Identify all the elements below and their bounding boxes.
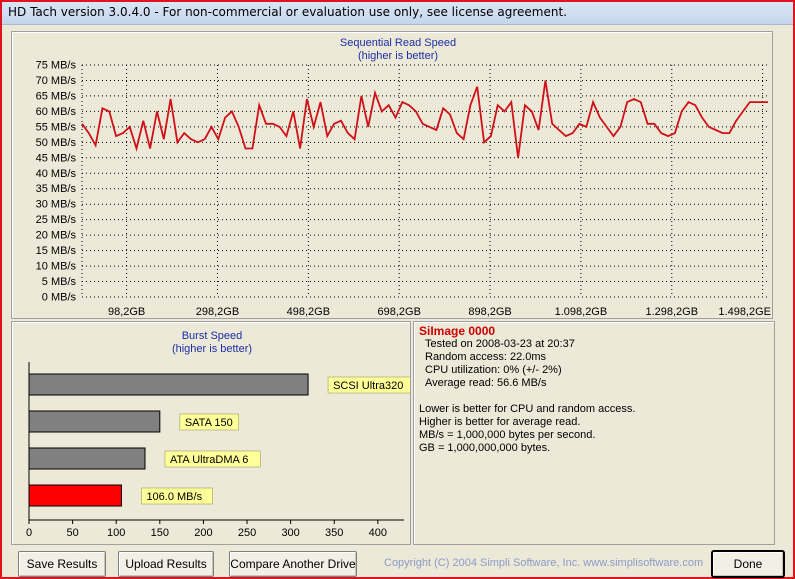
burst-x-tick-label: 200 [194, 527, 212, 539]
note-line: MB/s = 1,000,000 bytes per second. [419, 429, 596, 441]
seq-y-tick-label: 65 MB/s [36, 90, 77, 102]
seq-y-tick-label: 45 MB/s [36, 152, 77, 164]
burst-label-box [141, 487, 213, 505]
burst-bar-label: 106.0 MB/s [146, 491, 202, 503]
burst-bar-label: SCSI Ultra320 [333, 380, 403, 392]
burst-bar [28, 410, 161, 433]
seq-chart-subtitle: (higher is better) [358, 50, 438, 62]
seq-y-tick-label: 20 MB/s [36, 230, 77, 242]
seq-y-tick-label: 15 MB/s [36, 245, 77, 257]
sequential-read-line [81, 80, 768, 158]
done-button[interactable]: Done [712, 551, 784, 577]
burst-x-tick-label: 350 [325, 527, 343, 539]
title-bar[interactable]: HD Tach version 3.0.4.0 - For non-commer… [2, 2, 793, 25]
seq-y-tick-label: 55 MB/s [36, 121, 77, 133]
note-line: Higher is better for average read. [419, 416, 581, 428]
burst-bar-label: SATA 150 [185, 417, 233, 429]
burst-x-tick-label: 400 [369, 527, 387, 539]
burst-speed-panel: Burst Speed (higher is better) 0 50 100 150… [11, 321, 411, 545]
save-results-button[interactable]: Save Results [18, 551, 106, 577]
burst-bar [28, 484, 122, 507]
upload-results-button[interactable]: Upload Results [118, 551, 214, 577]
burst-x-tick-label: 0 [26, 527, 32, 539]
seq-y-tick-label: 40 MB/s [36, 168, 77, 180]
cpu-utilization: CPU utilization: 0% (+/- 2%) [425, 364, 562, 376]
burst-speed-chart: Burst Speed (higher is better) 0 50 100 150… [26, 330, 410, 539]
seq-y-tick-label: 50 MB/s [36, 137, 77, 149]
sequential-read-chart: Sequential Read Speed (higher is better)… [36, 37, 771, 318]
drive-name: SiImage 0000 [419, 324, 496, 338]
burst-label-box [327, 376, 410, 394]
seq-y-tick-label: 10 MB/s [36, 261, 77, 273]
copyright-text: Copyright (C) 2004 Simpli Software, Inc.… [384, 557, 704, 569]
seq-x-tick-label: 498,2GB [287, 306, 330, 318]
note-line: Lower is better for CPU and random acces… [419, 403, 636, 415]
client-area: Sequential Read Speed (higher is better)… [2, 25, 793, 577]
burst-x-tick-label: 100 [107, 527, 125, 539]
seq-x-tick-label: 1.098,2GB [555, 306, 608, 318]
seq-y-tick-label: 35 MB/s [36, 183, 77, 195]
seq-y-tick-label: 0 MB/s [42, 292, 77, 304]
seq-y-tick-label: 5 MB/s [42, 276, 77, 288]
seq-y-tick-label: 30 MB/s [36, 199, 77, 211]
tested-on: Tested on 2008-03-23 at 20:37 [425, 338, 575, 350]
burst-chart-title: Burst Speed [182, 330, 243, 342]
seq-y-tick-label: 25 MB/s [36, 214, 77, 226]
seq-y-tick-label: 60 MB/s [36, 106, 77, 118]
burst-x-tick-label: 150 [151, 527, 169, 539]
seq-x-tick-label: 98,2GB [108, 306, 145, 318]
compare-another-drive-button[interactable]: Compare Another Drive [229, 551, 357, 577]
random-access: Random access: 22.0ms [425, 351, 547, 363]
note-line: GB = 1,000,000,000 bytes. [419, 442, 551, 454]
drive-info-panel: SiImage 0000 Tested on 2008-03-23 at 20:… [413, 321, 775, 545]
burst-label-box [179, 413, 239, 431]
burst-label-box [164, 450, 261, 468]
seq-y-tick-label: 70 MB/s [36, 75, 77, 87]
burst-chart-subtitle: (higher is better) [172, 343, 252, 355]
seq-x-tick-label: 1.498,2GE [718, 306, 771, 318]
seq-x-tick-label: 1.298,2GB [645, 306, 698, 318]
seq-x-tick-label: 698,2GB [377, 306, 420, 318]
seq-chart-title: Sequential Read Speed [340, 37, 456, 49]
seq-y-tick-label: 75 MB/s [36, 60, 77, 72]
burst-bar [28, 447, 146, 470]
seq-x-tick-label: 898,2GB [468, 306, 511, 318]
sequential-read-panel: Sequential Read Speed (higher is better)… [11, 31, 773, 319]
average-read: Average read: 56.6 MB/s [425, 377, 547, 389]
burst-bar-label: ATA UltraDMA 6 [170, 454, 248, 466]
window-title: HD Tach version 3.0.4.0 - For non-commer… [8, 5, 567, 19]
seq-x-tick-label: 298,2GB [196, 306, 239, 318]
burst-x-tick-label: 50 [66, 527, 78, 539]
burst-x-tick-label: 250 [238, 527, 256, 539]
burst-x-tick-label: 300 [281, 527, 299, 539]
burst-bar [28, 373, 309, 396]
